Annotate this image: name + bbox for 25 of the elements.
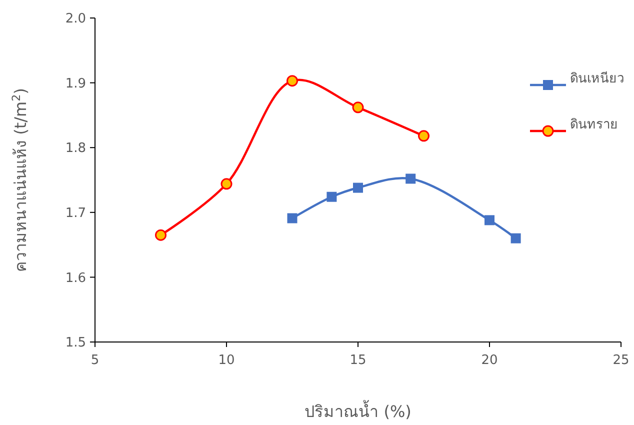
x-axis-title: ปริมาณน้ำ (%) xyxy=(304,400,412,421)
point xyxy=(352,102,364,114)
y-tick-label: 1.7 xyxy=(65,206,86,221)
point xyxy=(510,233,521,244)
legend-label: ดินทราย xyxy=(570,117,618,132)
point xyxy=(287,213,298,224)
y-tick-label: 1.6 xyxy=(65,270,86,286)
x-tick-label: 5 xyxy=(90,353,100,368)
point xyxy=(220,178,232,190)
x-tick-label: 20 xyxy=(481,353,498,368)
y-tick-label: 1.8 xyxy=(65,141,86,156)
y-tick-label: 1.5 xyxy=(65,336,86,351)
point xyxy=(406,174,416,184)
point xyxy=(155,229,166,241)
x-tick-label: 10 xyxy=(218,353,235,368)
x-tick-label: 25 xyxy=(612,353,630,368)
y-tick-label: 1.9 xyxy=(65,76,86,92)
point xyxy=(418,130,430,142)
legend-label: ดินเหนียว xyxy=(570,70,624,86)
point xyxy=(286,75,298,87)
point xyxy=(326,192,337,202)
x-tick-label: 15 xyxy=(350,353,366,368)
point xyxy=(353,182,363,193)
y-tick-label: 2.0 xyxy=(65,12,86,27)
point xyxy=(484,215,494,226)
